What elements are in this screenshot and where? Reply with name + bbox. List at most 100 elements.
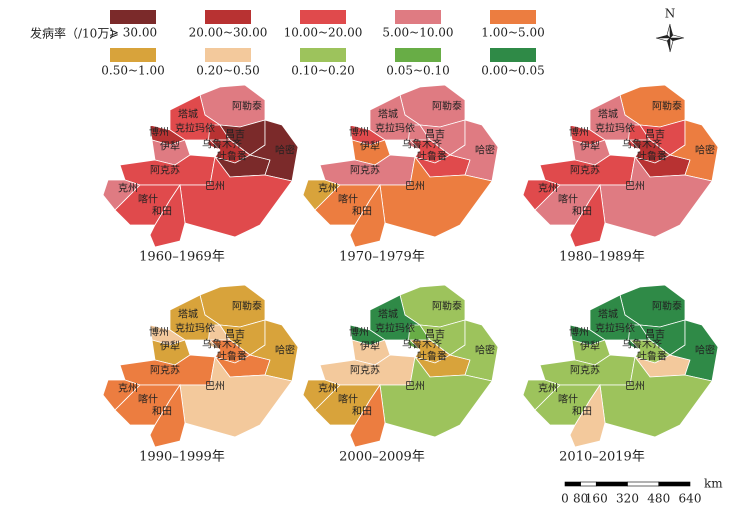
- region-label: 克拉玛依: [595, 122, 635, 135]
- region-label: 昌吉: [225, 329, 245, 341]
- region-label: 哈密: [275, 144, 295, 157]
- legend-swatch: [395, 48, 441, 62]
- region-label: 克拉玛依: [375, 322, 415, 335]
- region-label: 哈密: [475, 144, 495, 157]
- region-label: 博州: [349, 126, 369, 139]
- region: [599, 156, 713, 238]
- region-label: 巴州: [625, 181, 645, 193]
- region-label: 阿克苏: [570, 364, 600, 377]
- scale-label: 80: [573, 492, 588, 506]
- region-label: 巴州: [205, 181, 225, 193]
- region-label: 吐鲁番: [637, 350, 667, 363]
- region-label: 和田: [152, 406, 172, 418]
- legend-label: 10.00~20.00: [284, 26, 363, 40]
- scale-segment: [627, 481, 660, 487]
- region-label: 阿克苏: [150, 364, 180, 377]
- region-label: 吐鲁番: [417, 150, 447, 163]
- region-label: 克州: [538, 383, 558, 395]
- region-label: 塔城: [378, 108, 398, 121]
- region-label: 克州: [538, 183, 558, 195]
- region-label: 哈密: [475, 344, 495, 357]
- region-label: 和田: [572, 206, 592, 218]
- region-label: 喀什: [558, 393, 578, 406]
- region-label: 哈密: [695, 344, 715, 357]
- legend-swatch: [490, 10, 536, 24]
- region-label: 昌吉: [425, 329, 445, 341]
- region-label: 吐鲁番: [217, 350, 247, 363]
- region-label: 巴州: [405, 181, 425, 193]
- region-label: 塔城: [378, 308, 398, 321]
- region-label: 巴州: [625, 381, 645, 393]
- legend-swatch: [110, 48, 156, 62]
- map-title: 1980–1989年: [559, 250, 645, 265]
- legend-swatch: [395, 10, 441, 24]
- scale-segment: [595, 481, 628, 487]
- region-label: 阿勒泰: [652, 100, 682, 113]
- region-label: 塔城: [598, 308, 618, 321]
- region: [149, 383, 186, 448]
- region-label: 喀什: [338, 193, 358, 206]
- region: [379, 356, 493, 438]
- scale-label: 160: [585, 492, 608, 506]
- region-label: 克州: [318, 383, 338, 395]
- scale-label: 640: [679, 492, 702, 506]
- region-label: 昌吉: [425, 129, 445, 141]
- scale-segment: [658, 481, 691, 487]
- north-label: N: [665, 7, 676, 21]
- legend-swatch: [110, 10, 156, 24]
- region-label: 伊犁: [360, 340, 380, 353]
- region-label: 阿勒泰: [232, 300, 262, 313]
- region-label: 乌鲁木齐: [402, 138, 442, 151]
- map-title: 1960–1969年: [139, 250, 225, 265]
- legend-swatch: [300, 48, 346, 62]
- region-label: 吐鲁番: [217, 150, 247, 163]
- region-label: 阿勒泰: [432, 300, 462, 313]
- legend-swatch: [300, 10, 346, 24]
- region-label: 博州: [149, 126, 169, 139]
- region-label: 昌吉: [645, 329, 665, 341]
- legend-label: 0.20~0.50: [196, 64, 260, 78]
- region-label: 巴州: [205, 381, 225, 393]
- region-label: 乌鲁木齐: [402, 338, 442, 351]
- region: [179, 356, 293, 438]
- region-label: 阿克苏: [150, 164, 180, 177]
- region-label: 和田: [152, 206, 172, 218]
- region-label: 克州: [118, 383, 138, 395]
- region-label: 乌鲁木齐: [622, 138, 662, 151]
- region-label: 塔城: [598, 108, 618, 121]
- region-label: 塔城: [178, 108, 198, 121]
- region-label: 和田: [572, 406, 592, 418]
- legend-label: 0.05~0.10: [386, 64, 450, 78]
- legend-label: 1.00~5.00: [481, 26, 545, 40]
- region-label: 巴州: [405, 381, 425, 393]
- region-label: 阿克苏: [350, 364, 380, 377]
- region-label: 伊犁: [160, 340, 180, 353]
- scale-segment: [564, 481, 581, 487]
- region-label: 喀什: [138, 393, 158, 406]
- region-label: 博州: [349, 326, 369, 339]
- region-label: 克州: [118, 183, 138, 195]
- region: [149, 183, 186, 248]
- legend-label: 5.00~10.00: [382, 26, 453, 40]
- region: [349, 383, 386, 448]
- legend-label: ⩾ 30.00: [109, 26, 157, 40]
- region: [349, 183, 386, 248]
- legend-swatch: [490, 48, 536, 62]
- region-label: 博州: [569, 326, 589, 339]
- region-label: 克拉玛依: [375, 122, 415, 135]
- legend-swatch: [205, 48, 251, 62]
- region-label: 克拉玛依: [595, 322, 635, 335]
- region: [379, 156, 493, 238]
- scale-unit: km: [704, 477, 723, 491]
- region-label: 阿勒泰: [232, 100, 262, 113]
- region-label: 伊犁: [580, 340, 600, 353]
- region-label: 博州: [569, 126, 589, 139]
- region-label: 喀什: [138, 193, 158, 206]
- region-label: 伊犁: [160, 140, 180, 153]
- region-label: 阿克苏: [350, 164, 380, 177]
- region-label: 博州: [149, 326, 169, 339]
- legend-label: 0.50~1.00: [101, 64, 165, 78]
- region-label: 阿勒泰: [432, 100, 462, 113]
- legend-label: 0.10~0.20: [291, 64, 355, 78]
